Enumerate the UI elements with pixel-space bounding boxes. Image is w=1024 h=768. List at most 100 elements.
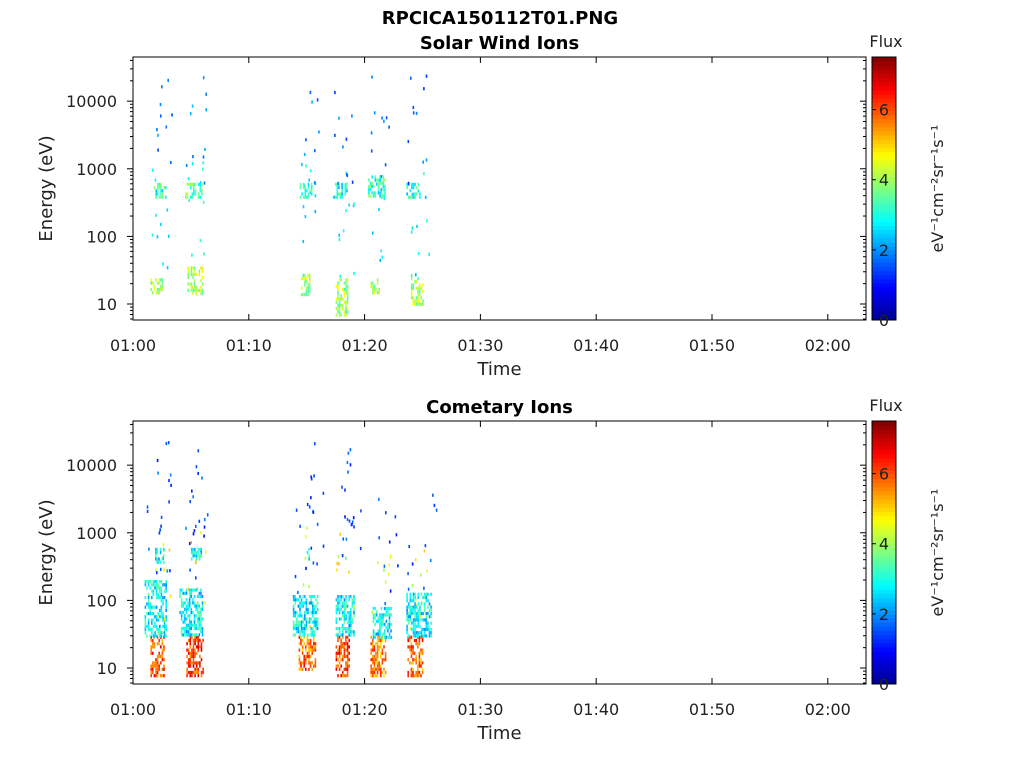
heatmap-cell bbox=[193, 626, 196, 631]
colorbar-swatch bbox=[872, 311, 896, 317]
heatmap-cell bbox=[199, 182, 202, 186]
heatmap-cell bbox=[299, 186, 302, 190]
heatmap-cell bbox=[368, 194, 370, 198]
heatmap-cell bbox=[185, 623, 188, 627]
heatmap-cell bbox=[154, 586, 156, 590]
heatmap-cell bbox=[425, 599, 428, 603]
heatmap-cell bbox=[414, 602, 416, 606]
heatmap-cell bbox=[346, 310, 349, 314]
heatmap-cell bbox=[388, 619, 391, 623]
heatmap-cell bbox=[187, 648, 190, 652]
heatmap-cell bbox=[406, 618, 408, 622]
heatmap-cell bbox=[197, 645, 200, 649]
heatmap-cell bbox=[149, 605, 151, 609]
heatmap-cell bbox=[424, 544, 427, 548]
heatmap-cell bbox=[187, 607, 189, 611]
heatmap-cell bbox=[292, 598, 295, 602]
heatmap-cell bbox=[195, 651, 198, 655]
heatmap-cell bbox=[304, 617, 306, 621]
heatmap-cell bbox=[409, 592, 412, 596]
heatmap-cell bbox=[415, 638, 417, 643]
heatmap-cell bbox=[353, 614, 355, 618]
y-tick-label: 1000 bbox=[76, 524, 117, 543]
heatmap-cell bbox=[199, 189, 202, 193]
heatmap-cell bbox=[420, 631, 423, 635]
heatmap-cell bbox=[300, 623, 303, 627]
heatmap-cell bbox=[315, 598, 317, 602]
heatmap-cell bbox=[412, 182, 415, 186]
heatmap-cell bbox=[417, 286, 419, 290]
heatmap-cell bbox=[415, 186, 418, 190]
heatmap-cell bbox=[417, 189, 420, 193]
heatmap-cell bbox=[415, 642, 417, 646]
x-tick-label: 01:40 bbox=[573, 336, 619, 355]
heatmap-cell bbox=[195, 664, 198, 668]
heatmap-cell bbox=[407, 615, 410, 619]
heatmap-cell bbox=[381, 651, 384, 655]
heatmap-cell bbox=[410, 667, 413, 671]
heatmap-cell bbox=[417, 289, 419, 293]
heatmap-cell bbox=[345, 642, 347, 646]
heatmap-cell bbox=[200, 610, 202, 615]
heatmap-cell bbox=[154, 178, 157, 182]
heatmap-cell bbox=[360, 509, 362, 513]
colorbar-swatch bbox=[872, 204, 896, 210]
heatmap-cell bbox=[198, 626, 201, 631]
heatmap-cell bbox=[346, 670, 349, 675]
heatmap-cell bbox=[335, 307, 338, 311]
heatmap-cell bbox=[315, 604, 317, 608]
heatmap-cell bbox=[190, 285, 193, 289]
heatmap-cell bbox=[200, 648, 203, 652]
heatmap-cell bbox=[415, 654, 417, 659]
heatmap-cell bbox=[342, 297, 344, 301]
heatmap-cell bbox=[385, 606, 388, 611]
heatmap-cell bbox=[414, 634, 416, 638]
heatmap-cell bbox=[388, 540, 391, 544]
heatmap-cell bbox=[155, 664, 157, 668]
heatmap-cell bbox=[338, 651, 341, 655]
heatmap-cell bbox=[300, 661, 302, 665]
heatmap-cell bbox=[345, 627, 347, 631]
colorbar-swatch bbox=[872, 614, 896, 619]
heatmap-cell bbox=[423, 627, 426, 632]
heatmap-cell bbox=[159, 628, 161, 632]
heatmap-cell bbox=[192, 664, 195, 668]
heatmap-cell bbox=[298, 667, 301, 671]
heatmap-cell bbox=[384, 194, 386, 198]
heatmap-cell bbox=[410, 635, 413, 639]
heatmap-cell bbox=[417, 645, 419, 649]
heatmap-cell bbox=[158, 642, 160, 646]
heatmap-cell bbox=[338, 645, 341, 649]
heatmap-cell bbox=[153, 642, 156, 646]
heatmap-cell bbox=[335, 284, 338, 288]
x-tick-label: 01:00 bbox=[110, 700, 156, 719]
heatmap-cell bbox=[186, 654, 188, 659]
heatmap-cell bbox=[314, 664, 317, 668]
heatmap-cell bbox=[193, 269, 196, 273]
heatmap-cell bbox=[425, 618, 428, 622]
heatmap-cell bbox=[309, 654, 312, 659]
heatmap-cell bbox=[163, 658, 165, 662]
heatmap-cell bbox=[312, 601, 314, 605]
heatmap-cell bbox=[185, 192, 187, 196]
heatmap-cell bbox=[147, 605, 150, 609]
heatmap-cell bbox=[198, 594, 201, 599]
heatmap-cell bbox=[340, 294, 342, 298]
colorbar-swatch bbox=[872, 57, 896, 62]
heatmap-cell bbox=[186, 661, 188, 665]
heatmap-cell bbox=[308, 638, 310, 643]
heatmap-cell bbox=[149, 608, 151, 612]
heatmap-cell bbox=[194, 551, 196, 555]
heatmap-cell bbox=[154, 624, 156, 628]
heatmap-cell bbox=[163, 674, 165, 678]
heatmap-cell bbox=[190, 620, 193, 624]
heatmap-cell bbox=[345, 137, 348, 141]
heatmap-cell bbox=[375, 613, 378, 617]
heatmap-cell bbox=[353, 598, 355, 602]
heatmap-cell bbox=[410, 661, 413, 665]
heatmap-cell bbox=[299, 195, 302, 199]
heatmap-cell bbox=[151, 596, 153, 600]
heatmap-cell bbox=[425, 615, 428, 619]
heatmap-cell bbox=[184, 633, 186, 637]
